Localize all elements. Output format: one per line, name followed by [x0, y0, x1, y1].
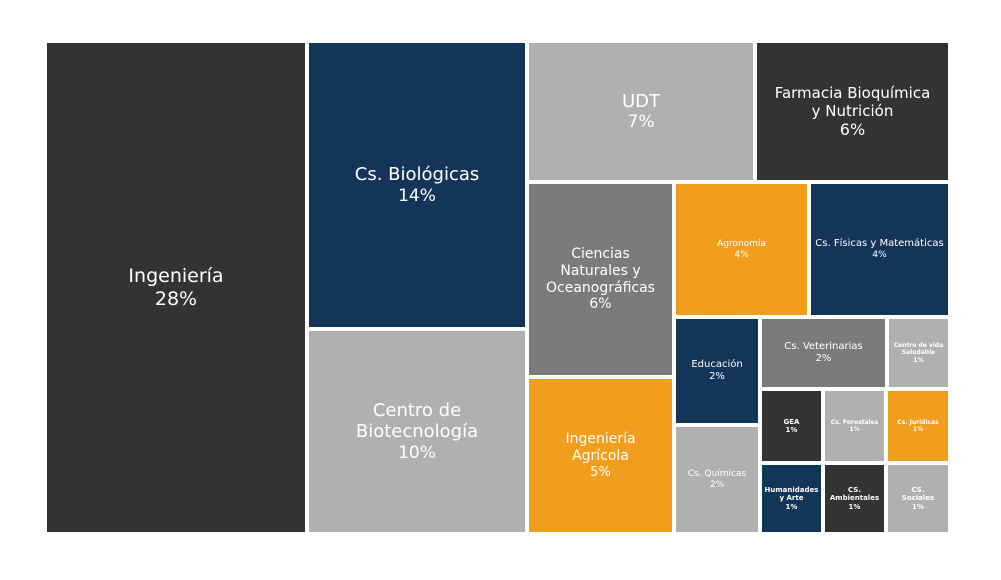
- treemap-tile[interactable]: Humanidades y Arte 1%: [762, 465, 821, 532]
- tile-content: Agronomía 4%: [713, 239, 770, 261]
- tile-name-label: Humanidades y Arte: [764, 485, 819, 503]
- tile-name-label: Cs. Jurídicas: [897, 418, 939, 426]
- tile-percent-label: 10%: [398, 442, 436, 463]
- tile-content: Centro de vida Saludable 1%: [890, 342, 948, 364]
- treemap-tile[interactable]: CS. Sociales 1%: [888, 465, 948, 532]
- tile-content: Ingeniería 28%: [124, 265, 227, 311]
- tile-percent-label: 7%: [627, 112, 655, 133]
- treemap-tile[interactable]: Centro de Biotecnología 10%: [309, 331, 525, 532]
- tile-content: Educación 2%: [687, 359, 746, 383]
- tile-content: GEA 1%: [780, 418, 804, 435]
- tile-content: Cs. Veterinarias 2%: [780, 341, 866, 365]
- tile-percent-label: 5%: [590, 464, 611, 480]
- tile-percent-label: 1%: [785, 426, 798, 434]
- treemap-tile[interactable]: Cs. Químicas 2%: [676, 427, 758, 532]
- tile-percent-label: 1%: [913, 356, 924, 364]
- treemap-tile[interactable]: Ingeniería Agrícola 5%: [529, 379, 672, 532]
- treemap-tile[interactable]: Centro de vida Saludable 1%: [889, 319, 948, 387]
- tile-name-label: Ciencias Naturales y Oceanográficas: [546, 245, 655, 296]
- tile-name-label: Cs. Veterinarias: [784, 341, 863, 352]
- tile-percent-label: 1%: [785, 502, 798, 511]
- tile-name-label: Cs. Químicas: [687, 468, 747, 479]
- tile-content: UDT 7%: [618, 91, 664, 133]
- tile-percent-label: 6%: [839, 119, 866, 139]
- tile-content: Cs. Físicas y Matemáticas 4%: [811, 238, 947, 261]
- tile-percent-label: 2%: [709, 479, 725, 490]
- tile-name-label: CS. Ambientales: [829, 485, 880, 503]
- tile-content: CS. Ambientales 1%: [826, 486, 883, 511]
- treemap-tile[interactable]: Farmacia Bioquímica y Nutrición 6%: [757, 43, 948, 180]
- tile-percent-label: 1%: [849, 426, 860, 433]
- treemap-tile[interactable]: Cs. Forestales 1%: [825, 391, 884, 461]
- tile-name-label: Ingeniería Agrícola: [565, 430, 636, 464]
- tile-content: Farmacia Bioquímica y Nutrición 6%: [771, 84, 935, 139]
- tile-name-label: Cs. Biológicas: [354, 164, 480, 185]
- tile-percent-label: 1%: [912, 426, 924, 433]
- tile-percent-label: 6%: [589, 296, 612, 313]
- tile-name-label: Farmacia Bioquímica y Nutrición: [774, 83, 931, 120]
- treemap-tile[interactable]: Cs. Biológicas 14%: [309, 43, 525, 327]
- tile-content: CS. Sociales 1%: [898, 486, 938, 511]
- tile-name-label: Educación: [691, 359, 743, 370]
- tile-name-label: Cs. Forestales: [830, 418, 879, 426]
- tile-percent-label: 14%: [398, 185, 436, 206]
- tile-content: Centro de Biotecnología 10%: [352, 400, 482, 464]
- tile-content: Cs. Químicas 2%: [684, 469, 750, 491]
- tile-content: Ciencias Naturales y Oceanográficas 6%: [542, 246, 659, 313]
- tile-percent-label: 4%: [872, 250, 887, 261]
- tile-name-label: Cs. Físicas y Matemáticas: [815, 238, 944, 250]
- tile-percent-label: 2%: [815, 353, 832, 364]
- tile-percent-label: 1%: [848, 502, 861, 511]
- tile-percent-label: 28%: [154, 287, 198, 310]
- tile-content: Cs. Jurídicas 1%: [893, 419, 942, 433]
- tile-name-label: Centro de Biotecnología: [355, 399, 479, 443]
- tile-name-label: Agronomía: [717, 238, 766, 249]
- tile-content: Humanidades y Arte 1%: [762, 486, 821, 511]
- treemap-tile[interactable]: CS. Ambientales 1%: [825, 465, 884, 532]
- tile-content: Ingeniería Agrícola 5%: [561, 431, 639, 480]
- tile-name-label: Centro de vida Saludable: [893, 342, 944, 357]
- treemap-tile[interactable]: Educación 2%: [676, 319, 758, 423]
- tile-name-label: GEA: [783, 417, 800, 426]
- tile-name-label: Ingeniería: [128, 264, 224, 287]
- treemap-tile[interactable]: UDT 7%: [529, 43, 753, 180]
- treemap-tile[interactable]: Cs. Físicas y Matemáticas 4%: [811, 184, 948, 315]
- tile-percent-label: 1%: [912, 502, 924, 511]
- tile-content: Cs. Forestales 1%: [827, 419, 883, 433]
- treemap-tile[interactable]: Agronomía 4%: [676, 184, 807, 315]
- tile-percent-label: 2%: [709, 371, 725, 382]
- tile-content: Cs. Biológicas 14%: [351, 164, 484, 206]
- tile-name-label: CS. Sociales: [901, 485, 935, 503]
- treemap-tile[interactable]: Cs. Jurídicas 1%: [888, 391, 948, 461]
- tile-name-label: UDT: [621, 90, 661, 112]
- treemap-tile[interactable]: Ingeniería 28%: [47, 43, 305, 532]
- treemap-tile[interactable]: Cs. Veterinarias 2%: [762, 319, 885, 387]
- treemap-tile[interactable]: GEA 1%: [762, 391, 821, 461]
- treemap-tile[interactable]: Ciencias Naturales y Oceanográficas 6%: [529, 184, 672, 375]
- tile-percent-label: 4%: [734, 249, 749, 260]
